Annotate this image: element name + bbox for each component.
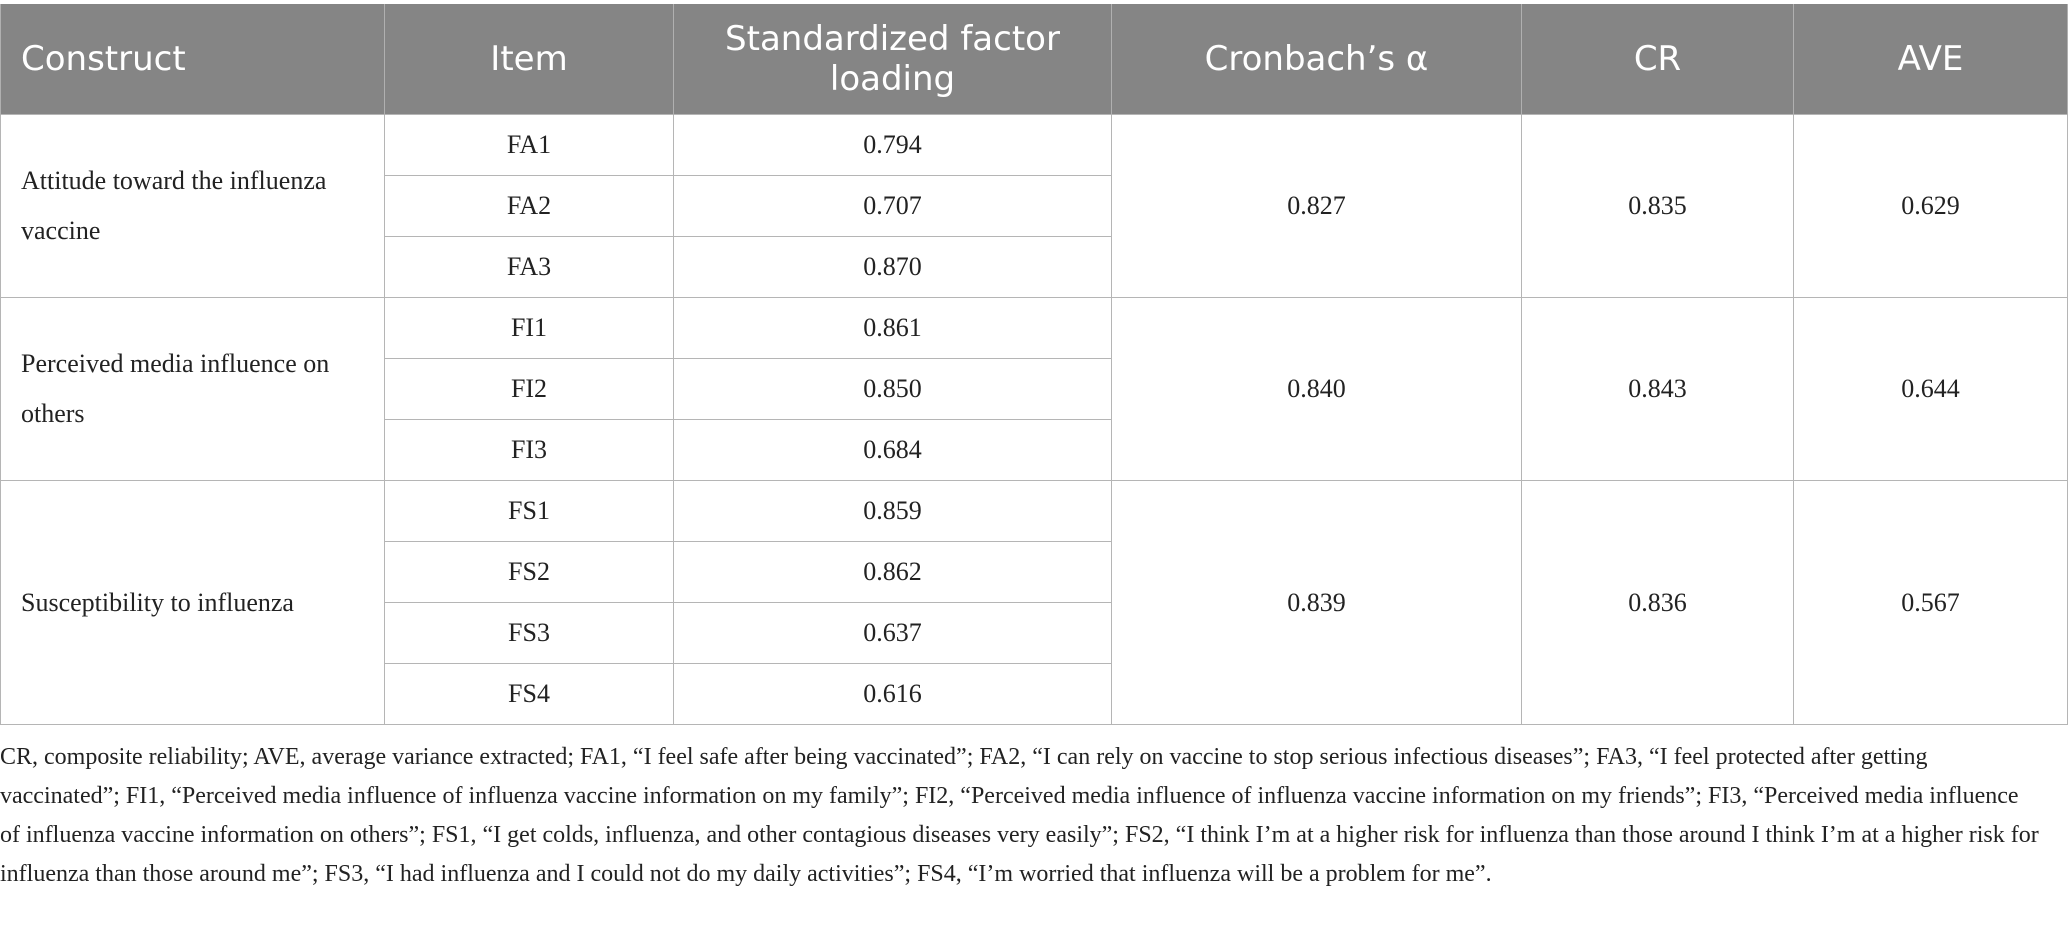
- header-loading-line1: Standardized factor: [725, 19, 1060, 59]
- table-row: FS3 0.637: [1, 602, 2068, 664]
- table-row: Perceived media influence on others FI1 …: [0, 297, 2068, 481]
- ave-cell: 0.567: [1793, 480, 2068, 725]
- header-alpha: Cronbach’s α: [1111, 4, 1522, 115]
- ave-cell: 0.644: [1793, 297, 2068, 481]
- header-loading: Standardized factor loading: [673, 4, 1112, 115]
- alpha-cell: 0.840: [1111, 297, 1522, 481]
- cr-cell: 0.835: [1521, 114, 1794, 298]
- construct-cell: Susceptibility to influenza: [0, 480, 385, 725]
- item-cell: FI3: [384, 419, 674, 481]
- loading-cell: 0.850: [673, 358, 1112, 420]
- item-cell: FI1: [384, 297, 674, 359]
- header-cr: CR: [1521, 4, 1794, 115]
- reliability-table: Construct Item Standardized factor loadin…: [0, 4, 2068, 725]
- cr-cell: 0.843: [1521, 297, 1794, 481]
- loading-cell: 0.684: [673, 419, 1112, 481]
- loading-cell: 0.616: [673, 663, 1112, 725]
- header-ave: AVE: [1793, 4, 2068, 115]
- item-cell: FS1: [384, 480, 674, 542]
- header-item: Item: [384, 4, 674, 115]
- loading-cell: 0.861: [673, 297, 1112, 359]
- table-row: FS2 0.862: [1, 541, 2068, 603]
- table-row: FS4 0.616: [1, 663, 2068, 725]
- loading-cell: 0.862: [673, 541, 1112, 603]
- table-row: Attitude toward the influenza vaccine FA…: [0, 114, 2068, 298]
- item-cell: FA2: [384, 175, 674, 237]
- table-row: FA2 0.707: [1, 175, 2068, 237]
- ave-cell: 0.629: [1793, 114, 2068, 298]
- item-cell: FA3: [384, 236, 674, 298]
- table-row: FI2 0.850: [1, 358, 2068, 420]
- construct-cell: Attitude toward the influenza vaccine: [0, 114, 385, 298]
- item-cell: FA1: [384, 114, 674, 176]
- header-row: Construct Item Standardized factor loadin…: [0, 4, 2068, 115]
- table-footnote: CR, composite reliability; AVE, average …: [0, 744, 2039, 887]
- alpha-cell: 0.839: [1111, 480, 1522, 725]
- loading-cell: 0.707: [673, 175, 1112, 237]
- table-row: Susceptibility to influenza FS1 0.859 0.…: [0, 480, 2068, 725]
- cr-cell: 0.836: [1521, 480, 1794, 725]
- item-cell: FS2: [384, 541, 674, 603]
- construct-cell: Perceived media influence on others: [0, 297, 385, 481]
- loading-cell: 0.794: [673, 114, 1112, 176]
- loading-cell: 0.859: [673, 480, 1112, 542]
- item-cell: FS4: [384, 663, 674, 725]
- loading-cell: 0.870: [673, 236, 1112, 298]
- header-construct: Construct: [0, 4, 385, 115]
- alpha-cell: 0.827: [1111, 114, 1522, 298]
- loading-cell: 0.637: [673, 602, 1112, 664]
- item-cell: FS3: [384, 602, 674, 664]
- header-loading-line2: loading: [829, 59, 956, 99]
- item-cell: FI2: [384, 358, 674, 420]
